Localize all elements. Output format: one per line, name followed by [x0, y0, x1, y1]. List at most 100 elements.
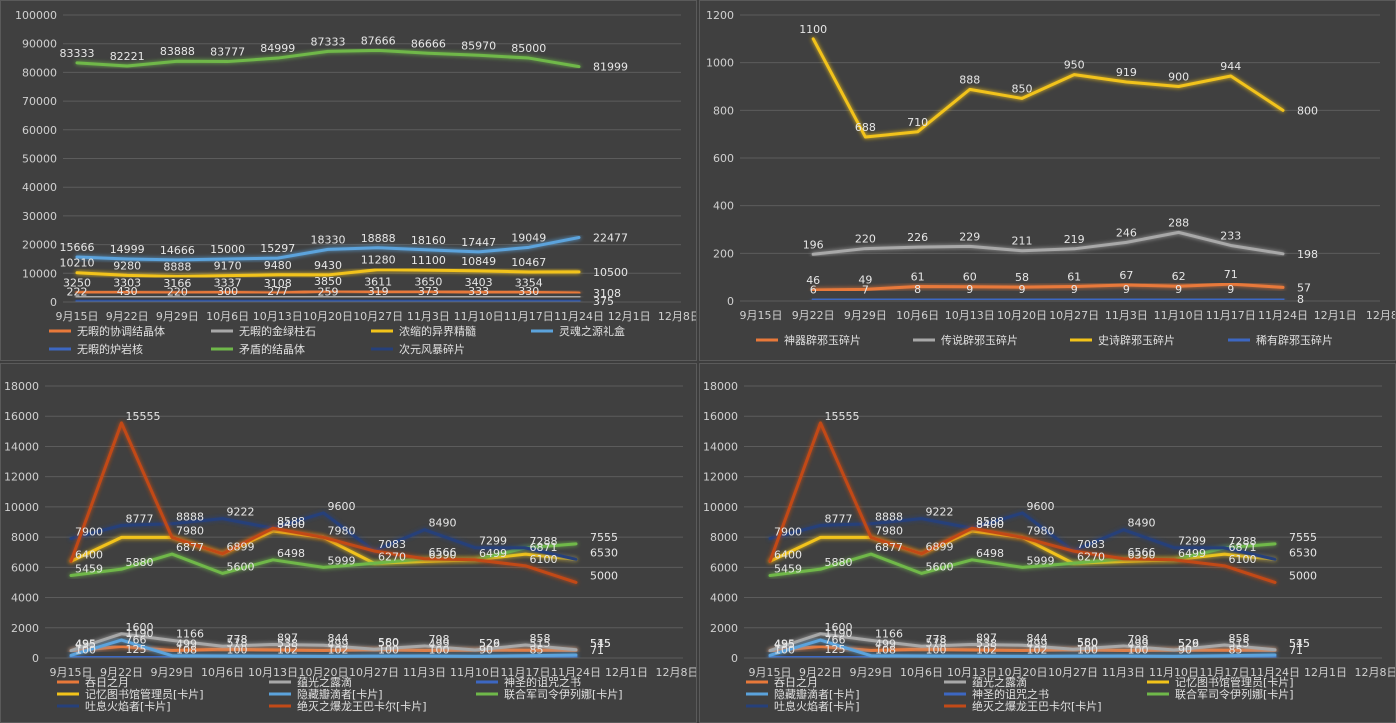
- y-tick-label: 12000: [4, 471, 39, 484]
- data-label: 108: [176, 643, 197, 656]
- data-label: 580: [378, 636, 399, 649]
- data-label: 6899: [926, 541, 954, 554]
- legend-label: 浓缩的异界精髓: [399, 324, 476, 338]
- data-label: 49: [858, 273, 872, 286]
- data-label: 515: [1289, 637, 1310, 650]
- data-label: 495: [75, 638, 96, 651]
- y-tick-label: 10000: [4, 501, 39, 514]
- data-label: 86666: [411, 37, 446, 50]
- data-label: 1166: [875, 627, 903, 640]
- data-label: 897: [976, 631, 997, 644]
- data-label: 10500: [593, 266, 628, 279]
- series-line-3: [75, 235, 581, 262]
- data-label: 6871: [1229, 541, 1257, 554]
- data-label: 108: [875, 643, 896, 656]
- data-label: 526: [479, 637, 500, 650]
- y-tick-label: 4000: [11, 592, 39, 605]
- data-label: 8588: [976, 515, 1004, 528]
- data-label: 578: [926, 636, 947, 649]
- data-label: 499: [176, 637, 197, 650]
- data-label: 85: [1229, 644, 1243, 657]
- data-label: 7288: [530, 535, 558, 548]
- y-tick-label: 6000: [710, 561, 738, 574]
- series-line-5: [75, 48, 581, 69]
- x-tick-label: 11月17日: [501, 666, 551, 679]
- legend-label: 矛盾的结晶体: [239, 342, 305, 356]
- data-label: 9600: [328, 500, 356, 513]
- data-label: 515: [530, 637, 551, 650]
- chart-panel-1: 0 10000 20000 30000 40000 50000 60000 70000 8000…: [0, 0, 697, 361]
- data-label: 6530: [1289, 546, 1317, 559]
- x-tick-label: 9月15日: [740, 309, 783, 322]
- data-label: 219: [1064, 233, 1085, 246]
- data-label: 6877: [176, 541, 204, 554]
- y-tick-label: 100000: [15, 9, 57, 22]
- data-label: 83777: [210, 46, 245, 59]
- x-tick-label: 11月24日: [554, 310, 604, 323]
- data-label: 7083: [1077, 538, 1105, 551]
- data-label: 9430: [314, 259, 342, 272]
- x-tick-label: 10月13日: [248, 666, 298, 679]
- data-label: 6390: [429, 548, 457, 561]
- data-label: 10849: [461, 255, 496, 268]
- data-label: 499: [429, 637, 450, 650]
- data-label: 900: [1168, 71, 1189, 84]
- data-label: 15555: [126, 410, 161, 423]
- data-label: 6270: [378, 550, 406, 563]
- x-tick-label: 11月17日: [1200, 666, 1250, 679]
- y-tick-label: 4000: [710, 592, 738, 605]
- data-label: 897: [277, 631, 298, 644]
- data-label: 7555: [590, 531, 618, 544]
- x-tick-label: 9月15日: [56, 310, 99, 323]
- x-tick-label: 11月17日: [1206, 309, 1256, 322]
- series-line-1: [75, 295, 581, 299]
- data-label: 15000: [210, 243, 245, 256]
- data-label: 8777: [126, 512, 154, 525]
- x-tick-label: 9月22日: [792, 309, 835, 322]
- x-tick-label: 12月1日: [608, 310, 651, 323]
- x-tick-label: 11月24日: [1258, 309, 1308, 322]
- data-label: 6390: [1128, 548, 1156, 561]
- legend-label: 次元风暴碎片: [399, 342, 465, 356]
- data-label: 57: [1297, 281, 1311, 294]
- data-label: 8400: [976, 518, 1004, 531]
- data-label: 333: [468, 285, 489, 298]
- data-label: 858: [530, 632, 551, 645]
- data-label: 8: [1297, 293, 1304, 306]
- data-label: 7980: [1027, 524, 1055, 537]
- legend-label: 无暇的炉岩核: [77, 342, 143, 356]
- data-label: 919: [1116, 66, 1137, 79]
- data-label: 778: [926, 633, 947, 646]
- data-label: 18888: [361, 232, 396, 245]
- data-label: 90: [1178, 644, 1192, 657]
- data-label: 9: [1019, 283, 1026, 296]
- data-label: 688: [855, 121, 876, 134]
- x-tick-label: 9月22日: [106, 310, 149, 323]
- data-label: 3850: [314, 275, 342, 288]
- data-label: 102: [1027, 643, 1048, 656]
- data-label: 8: [914, 283, 921, 296]
- data-label: 375: [593, 295, 614, 308]
- series-line-2: [811, 37, 1285, 139]
- data-label: 3611: [364, 276, 392, 289]
- data-label: 61: [911, 270, 925, 283]
- legend-label: 吐息火焰者[卡片]: [85, 699, 171, 713]
- data-label: 515: [1229, 637, 1250, 650]
- data-label: 6270: [1077, 550, 1105, 563]
- data-label: 102: [277, 643, 298, 656]
- data-label: 9280: [113, 259, 141, 272]
- data-label: 226: [907, 231, 928, 244]
- x-tick-label: 10月13日: [947, 666, 997, 679]
- data-label: 71: [1289, 644, 1303, 657]
- legend-label: 吐息火焰者[卡片]: [774, 699, 860, 713]
- data-label: 766: [825, 633, 846, 646]
- data-label: 6498: [277, 547, 305, 560]
- x-tick-label: 10月20日: [998, 666, 1048, 679]
- series-line-7: [69, 421, 578, 584]
- data-label: 7980: [328, 524, 356, 537]
- x-tick-label: 12月8日: [1355, 666, 1396, 679]
- data-label: 515: [590, 637, 611, 650]
- data-label: 85: [530, 644, 544, 657]
- x-tick-label: 9月15日: [50, 666, 93, 679]
- data-label: 455: [75, 638, 96, 651]
